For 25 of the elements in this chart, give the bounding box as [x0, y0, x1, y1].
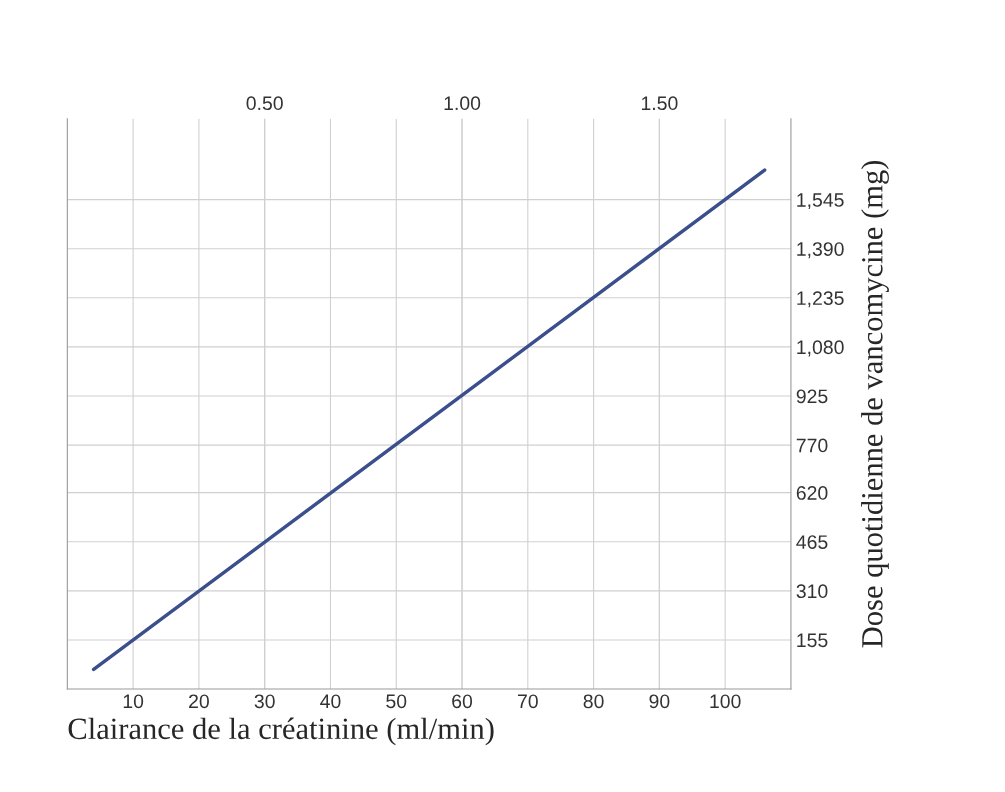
- x-tick-label: 100: [710, 694, 741, 709]
- y-tick-label: 925: [796, 389, 828, 404]
- y-tick-label: 1,545: [797, 193, 844, 210]
- x2-tick-label: 0.50: [246, 96, 283, 111]
- y-axis-title: Dose quotidienne de vancomycine (mg): [861, 160, 889, 648]
- y-tick-label: 770: [796, 438, 828, 453]
- x-axis-title: Clairance de la créatinine (ml/min): [68, 717, 494, 746]
- x-tick-label: 40: [320, 694, 341, 709]
- x-tick-label: 90: [649, 694, 670, 709]
- x-tick-label: 60: [452, 694, 473, 709]
- x-tick-label: 10: [123, 694, 144, 709]
- y-tick-label: 620: [796, 486, 828, 500]
- x-tick-label: 70: [517, 694, 538, 709]
- y-tick-label: 1,390: [797, 242, 844, 259]
- y-tick-label: 1,080: [797, 340, 844, 357]
- x-tick-label: 50: [386, 694, 407, 709]
- x-tick-label: 20: [189, 694, 209, 709]
- y-tick-label: 155: [797, 633, 828, 648]
- x-tick-label: 30: [254, 694, 275, 709]
- x2-tick-label: 1.50: [641, 96, 678, 111]
- y-tick-label: 1,235: [797, 291, 844, 308]
- x-tick-label: 80: [583, 694, 604, 709]
- y-tick-label: 465: [796, 535, 828, 549]
- x2-tick-label: 1.00: [444, 96, 481, 111]
- y-tick-label: 310: [796, 584, 828, 599]
